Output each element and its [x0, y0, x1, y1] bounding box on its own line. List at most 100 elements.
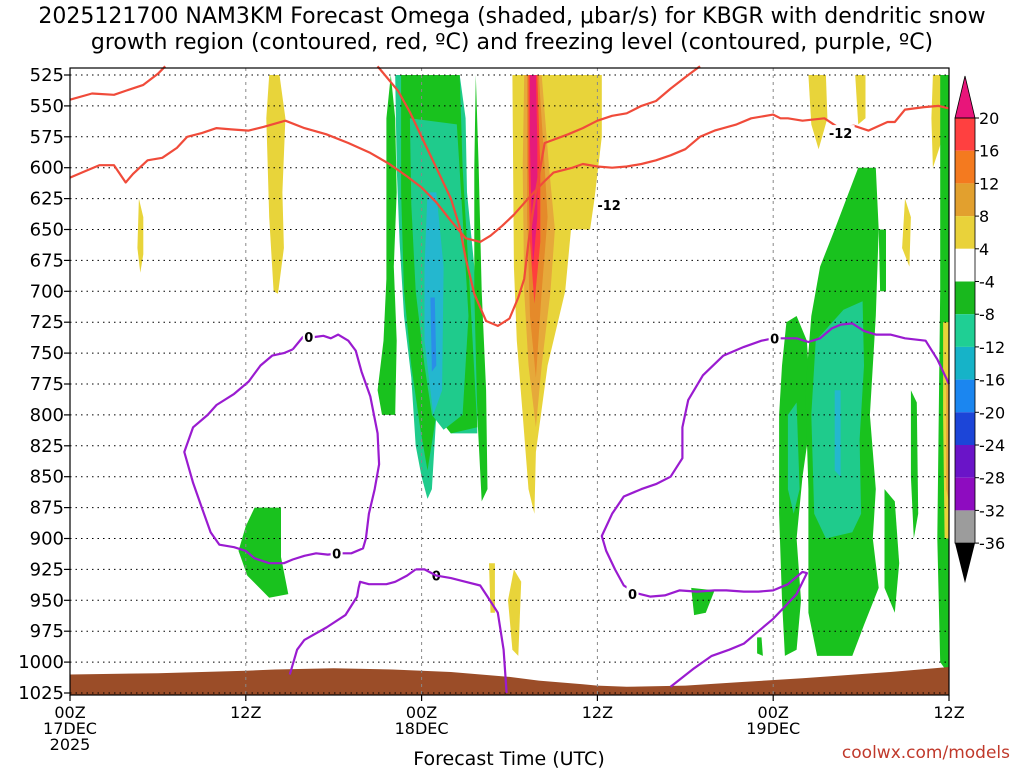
omega-region-yellow: [902, 198, 911, 267]
colorbar-label: -32: [979, 501, 1005, 520]
freezing-contour-label-bg: [302, 329, 315, 345]
terrain-layer: [70, 667, 949, 695]
y-tick-label: 875: [30, 498, 64, 519]
dendritic-contour-label: -12: [829, 127, 853, 142]
omega-region-green: [757, 637, 763, 656]
dendritic-contour-line: [69, 65, 166, 101]
colorbar-segment: [955, 445, 975, 478]
y-tick-label: 975: [30, 621, 64, 642]
colorbar-segment: [955, 216, 975, 249]
plot-frame: [69, 67, 950, 696]
freezing-contour-label: 0: [770, 332, 779, 347]
colorbar-bottom-arrow: [955, 543, 975, 584]
colorbar-segment: [955, 314, 975, 347]
colorbar-segment: [955, 118, 975, 151]
x-tick-label: 18DEC: [395, 719, 449, 738]
freezing-contour-label: 0: [628, 588, 637, 603]
y-tick-label: 525: [30, 65, 64, 86]
y-tick-label: 725: [30, 312, 64, 333]
y-tick-label: 575: [30, 127, 64, 148]
freezing-contour-label-bg: [330, 545, 343, 561]
colorbar-label: -20: [979, 403, 1005, 422]
y-tick-label: 775: [30, 374, 64, 395]
colorbar-label: -8: [979, 305, 995, 324]
freezing-contour-line: [288, 568, 417, 675]
colorbar-segment: [955, 412, 975, 445]
colorbar-label: 16: [979, 142, 999, 161]
chart-title: 2025121700 NAM3KM Forecast Omega (shaded…: [0, 4, 1024, 56]
freezing-contours: 0 0 0 0 0: [183, 322, 950, 694]
omega-region-cyan: [834, 390, 841, 477]
colorbar: 20 16 12 8 4 -4 -8 -12 -16 -20 -24 -28 -32 -36: [954, 75, 1005, 584]
x-tick-label: 19DEC: [746, 719, 800, 738]
omega-region-green: [377, 75, 397, 415]
omega-region-green: [238, 507, 289, 598]
y-tick-label: 1000: [18, 652, 64, 673]
freezing-contour-label: 0: [304, 331, 313, 346]
omega-region-yellow: [808, 75, 828, 150]
dendritic-contour-label-bg: [595, 196, 624, 212]
freezing-contour-label-bg: [626, 586, 639, 602]
colorbar-label: 8: [979, 207, 989, 226]
y-tick-label: 850: [30, 467, 64, 488]
freezing-contour-label-bg: [768, 330, 781, 346]
colorbar-segment: [955, 346, 975, 380]
omega-region-orange: [946, 377, 949, 502]
y-tick-label: 950: [30, 590, 64, 611]
colorbar-label: -4: [979, 273, 995, 292]
omega-region-yellow: [137, 198, 144, 273]
colorbar-label: 20: [979, 109, 999, 128]
x-tick-label: 12Z: [582, 703, 613, 722]
y-tick-label: 650: [30, 220, 64, 241]
y-tick-label: 925: [30, 559, 64, 580]
omega-region-green: [474, 75, 488, 502]
freezing-contour-label: 0: [332, 547, 341, 562]
colorbar-segment: [955, 379, 975, 413]
colorbar-segment: [955, 183, 975, 217]
colorbar-label: -36: [979, 534, 1005, 553]
x-tick-label: 12Z: [933, 703, 964, 722]
y-tick-label: 625: [30, 189, 64, 210]
dendritic-contour-label: -12: [597, 199, 621, 214]
colorbar-label: -28: [979, 469, 1005, 488]
x-tick-label: 00Z: [758, 703, 789, 722]
freezing-contour-label: 0: [432, 570, 441, 585]
terrain-fill: [70, 667, 949, 695]
dendritic-contour-label-bg: [826, 125, 855, 141]
colorbar-label: 4: [979, 240, 989, 259]
y-tick-label: 825: [30, 436, 64, 457]
colorbar-segment: [955, 510, 975, 544]
colorbar-segment: [955, 248, 975, 282]
chart-title-line2: growth region (contoured, red, ºC) and f…: [90, 30, 934, 55]
colorbar-label: -12: [979, 338, 1005, 357]
omega-region-teal: [787, 402, 800, 514]
colorbar-segment: [955, 150, 975, 184]
omega-shading: [137, 75, 949, 675]
omega-region-yellow: [508, 569, 522, 656]
omega-region-green: [878, 229, 886, 292]
freezing-contour-line: [183, 332, 381, 565]
grid-lines: [69, 68, 950, 695]
x-tick-label: 00Z: [54, 703, 85, 722]
omega-region-green: [691, 587, 715, 616]
y-tick-label: 1025: [18, 683, 64, 704]
freezing-contour-line: [415, 568, 508, 694]
x-tick-label: 12Z: [230, 703, 261, 722]
y-axis: 525 550 575 600 625 650 675 700 725 750 775 800 825 8…: [18, 65, 70, 704]
colorbar-label: -24: [979, 436, 1005, 455]
colorbar-top-arrow: [954, 75, 976, 119]
y-tick-label: 600: [30, 158, 64, 179]
colorbar-frame: [954, 117, 976, 544]
credit-link[interactable]: coolwx.com/models: [841, 743, 1010, 763]
y-tick-label: 800: [30, 405, 64, 426]
y-tick-label: 700: [30, 281, 64, 302]
omega-region-green: [910, 390, 919, 539]
x-tick-label: 17DEC: [43, 719, 97, 738]
dendritic-contour-line: [69, 104, 950, 243]
y-tick-label: 550: [30, 96, 64, 117]
dendritic-contours: -12 -12: [69, 65, 950, 327]
colorbar-segment: [955, 281, 975, 315]
x-tick-label: 00Z: [406, 703, 437, 722]
x-axis-label: Forecast Time (UTC): [413, 748, 604, 768]
